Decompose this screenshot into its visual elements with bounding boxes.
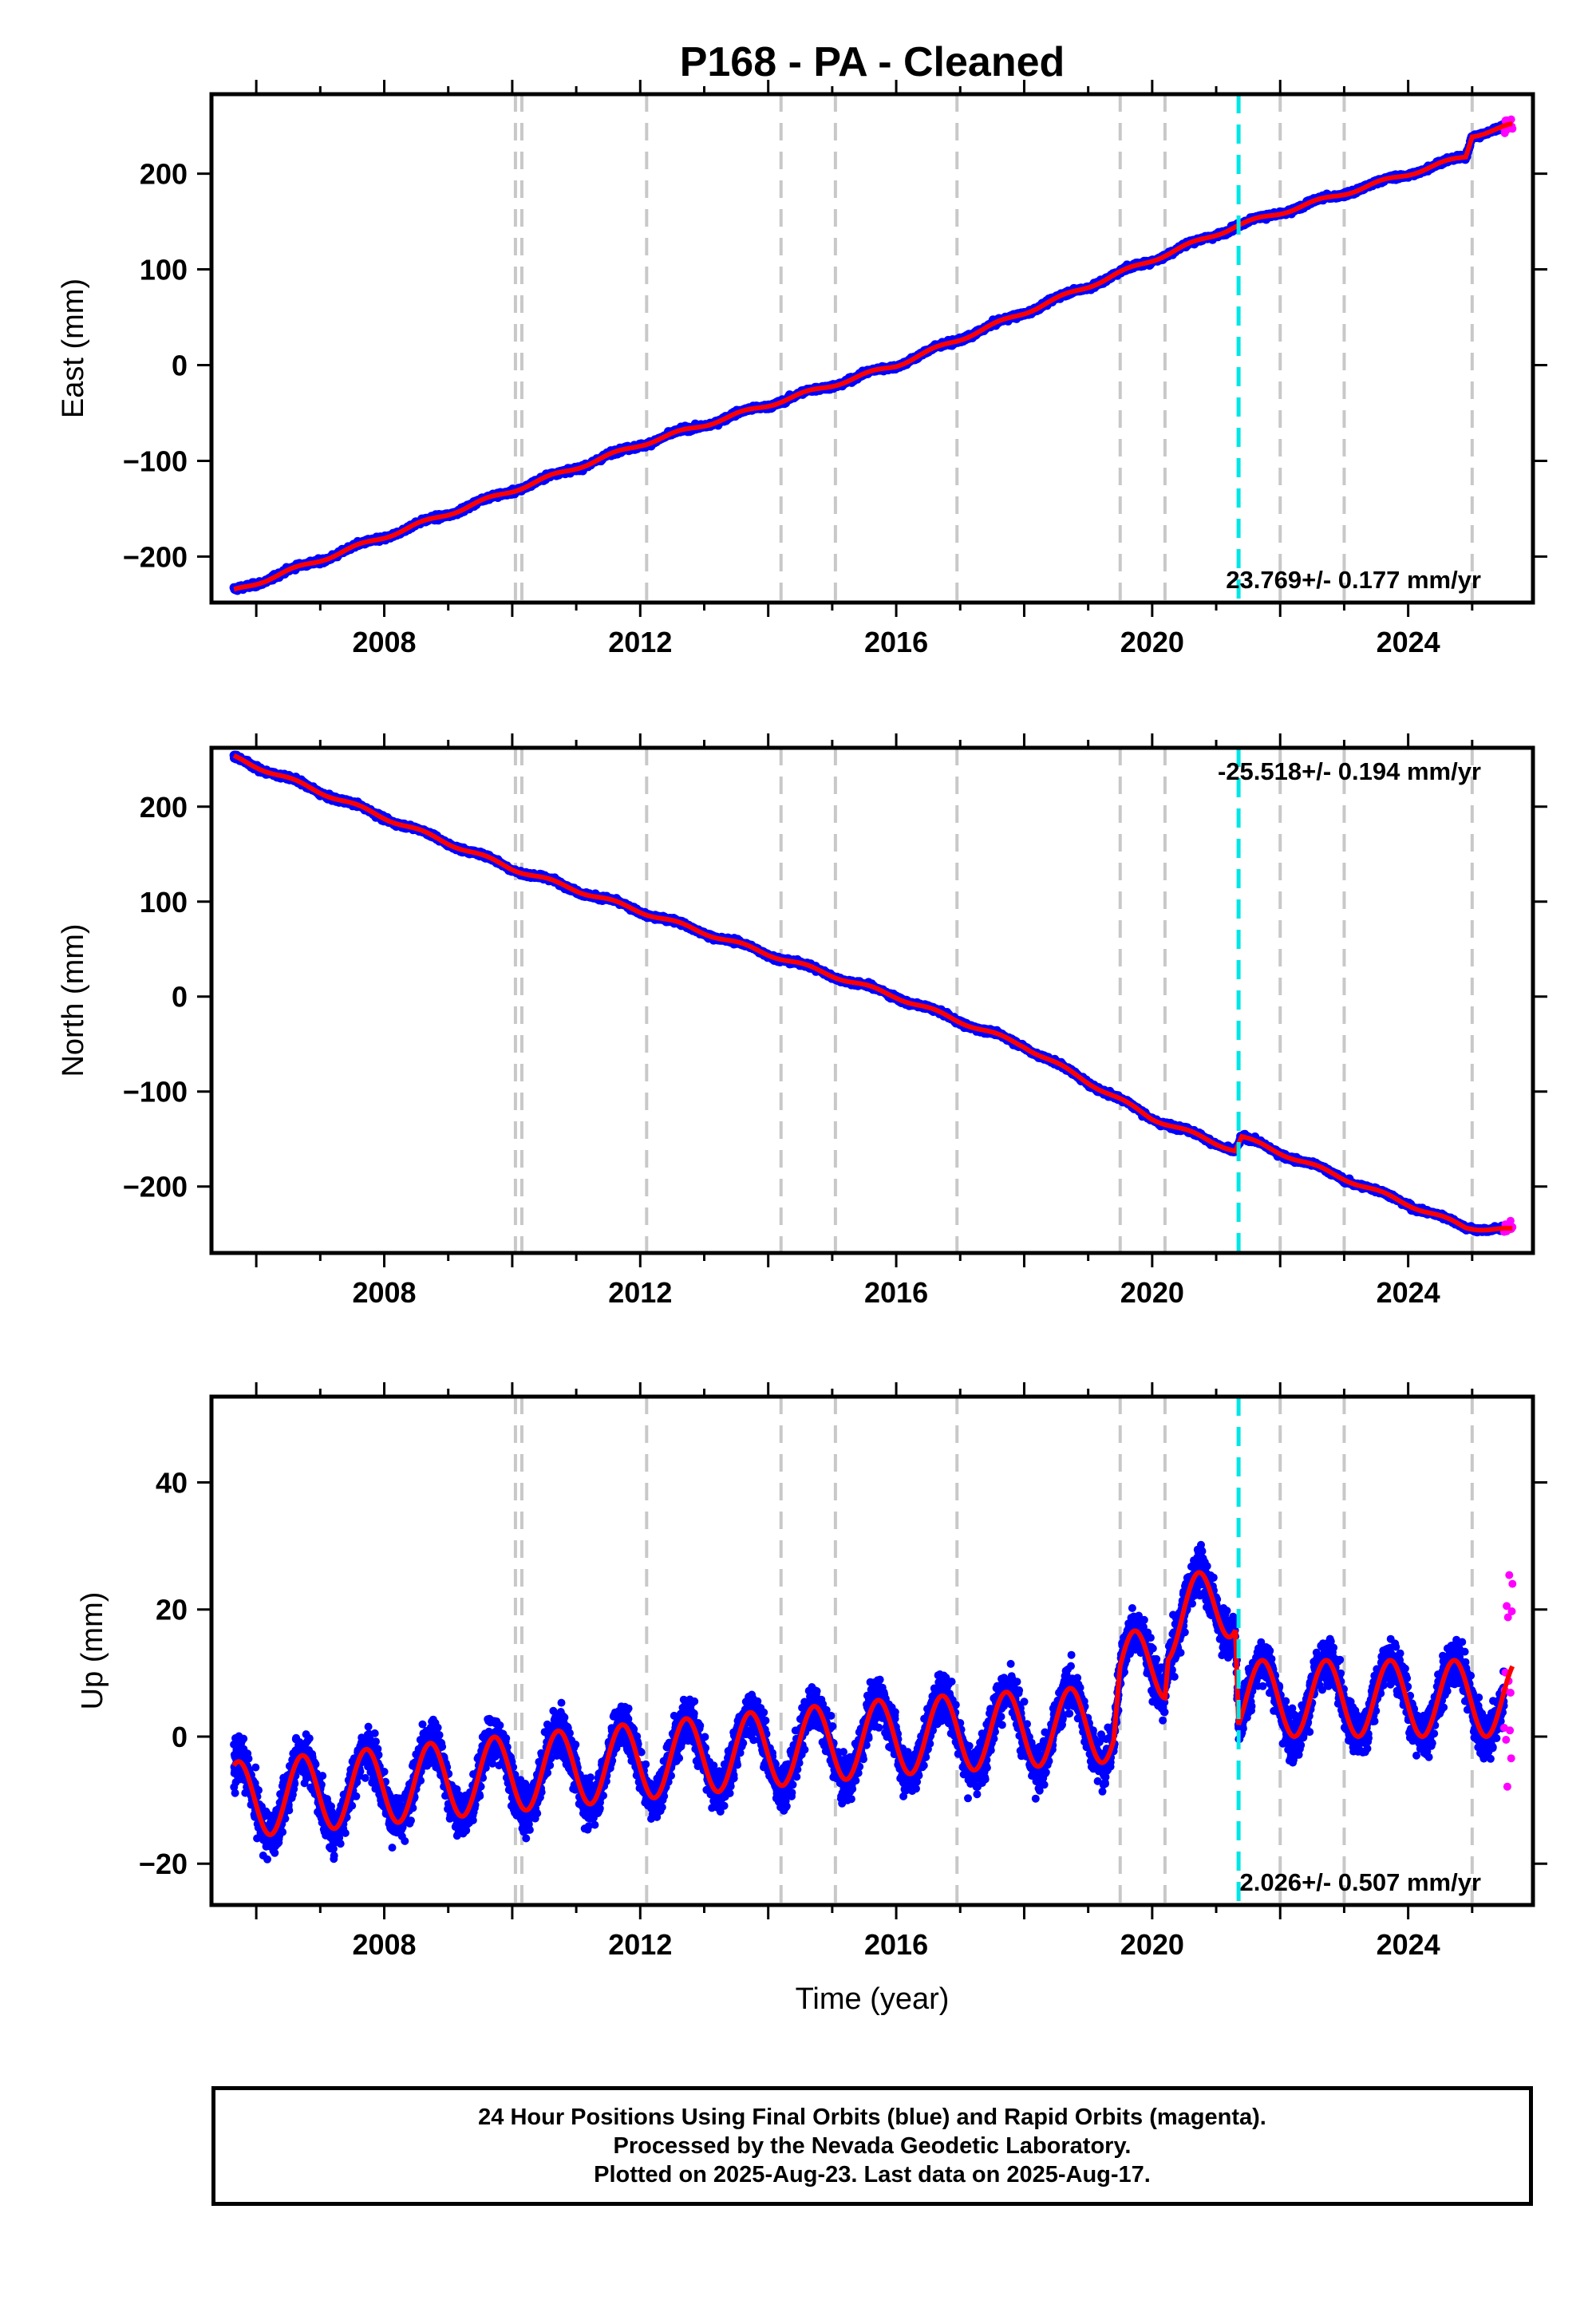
y-tick-label: −100: [123, 445, 188, 477]
y-axis-label: East (mm): [57, 279, 90, 418]
panels: 2008 2012 2016 2020 2024 −200 −100 0 100 200 East …: [57, 80, 1547, 1961]
panel-1: 2008 2012 2016 2020 2024 −200 −100 0 100 200 East …: [57, 80, 1547, 658]
velocity-label: 23.769+/- 0.177 mm/yr: [1226, 566, 1481, 594]
y-tick-label: 0: [172, 349, 188, 381]
y-tick-label: −200: [123, 540, 188, 573]
x-tick-label: 2012: [608, 626, 672, 658]
x-tick-label: 2016: [864, 626, 928, 658]
y-tick-label: 100: [140, 254, 188, 287]
x-tick-label: 2024: [1377, 626, 1440, 658]
panel-2: 2008 2012 2016 2020 2024−200−1000100200North…: [57, 733, 1547, 1309]
x-tick-label: 2020: [1120, 626, 1184, 658]
figure-title: P168 - PA - Cleaned: [680, 39, 1065, 85]
x-tick-label: 2008: [352, 626, 416, 658]
y-tick-label: 200: [140, 158, 188, 191]
